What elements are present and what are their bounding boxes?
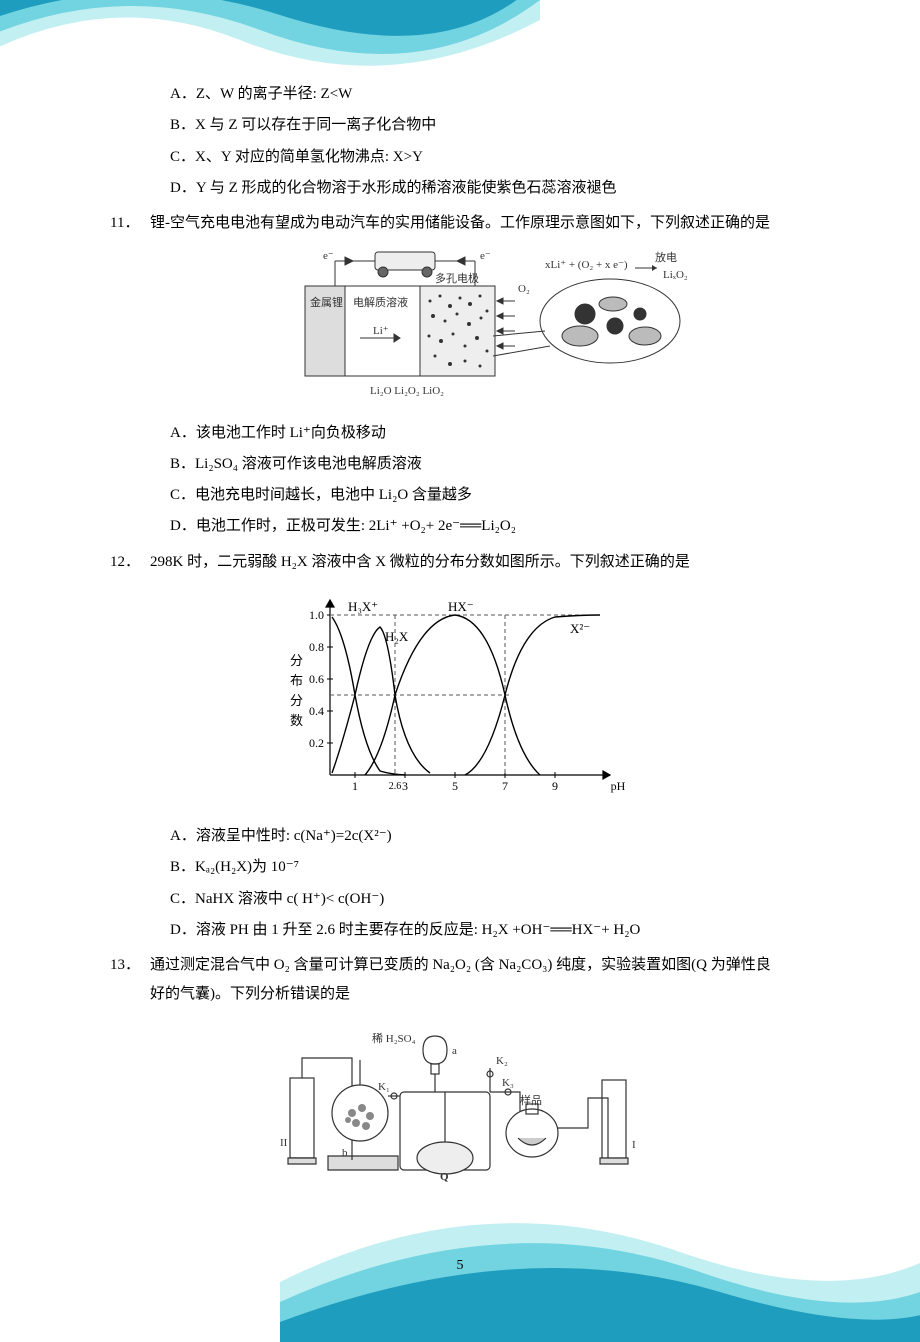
svg-text:0.2: 0.2	[309, 736, 324, 750]
q13-b: b	[342, 1147, 348, 1159]
q11-option-d: D．电池工作时，正极可发生: 2Li⁺ +O₂+ 2e⁻══Li₂O₂	[110, 512, 810, 541]
q10-option-a: A．Z、W 的离子半径: Z<W	[110, 80, 810, 109]
svg-text:3: 3	[402, 779, 408, 793]
q11-product: LiₓO₂	[663, 269, 688, 281]
q13-stem-b: 好的气囊)。下列分析错误的是	[150, 986, 350, 1002]
q12-lbl-h2x: H₂X	[385, 629, 409, 644]
q11: 11． 锂-空气充电电池有望成为电动汽车的实用储能设备。工作原理示意图如下，下列…	[110, 209, 810, 238]
q11-e-left: e⁻	[323, 250, 334, 262]
svg-text:1: 1	[352, 779, 358, 793]
q13-acid: 稀 H₂SO₄	[372, 1032, 416, 1045]
q11-rxn: xLi⁺ + (O₂ + x e⁻)	[545, 259, 628, 271]
q10-option-d: D．Y 与 Z 形成的化合物溶于水形成的稀溶液能使紫色石蕊溶液褪色	[110, 174, 810, 203]
q11-liplus: Li⁺	[373, 325, 389, 337]
q13-k1: K₁	[378, 1081, 390, 1093]
q12-option-c: C．NaHX 溶液中 c( H⁺)< c(OH⁻)	[110, 885, 810, 914]
q11-porous: 多孔电极	[435, 271, 479, 285]
q13-q: Q	[440, 1171, 449, 1183]
q11-option-a: A．该电池工作时 Li⁺向负极移动	[110, 419, 810, 448]
q12-ylabel-4: 数	[290, 713, 303, 728]
q11-figure: e⁻ e⁻ O₂ 金属锂 电解质溶液 Li⁺ 多孔电极 xLi⁺ + (O₂ +…	[110, 246, 810, 412]
q13-a: a	[452, 1045, 457, 1057]
svg-text:9: 9	[552, 779, 558, 793]
q11-number: 11．	[110, 209, 150, 238]
q13-i: I	[632, 1139, 636, 1151]
q13-number: 13．	[110, 951, 150, 1010]
q13-sample: 样品	[520, 1093, 542, 1107]
q12-ylabel-1: 分	[290, 653, 303, 668]
q10-option-c: C．X、Y 对应的简单氢化物沸点: X>Y	[110, 143, 810, 172]
q11-stem: 锂-空气充电电池有望成为电动汽车的实用储能设备。工作原理示意图如下，下列叙述正确…	[150, 209, 810, 238]
q11-bottom: Li₂O Li₂O₂ LiO₂	[370, 385, 444, 397]
page-number: 5	[0, 1258, 920, 1274]
svg-text:2.6: 2.6	[389, 781, 402, 792]
q12-option-d: D．溶液 PH 由 1 升至 2.6 时主要存在的反应是: H₂X +OH⁻══…	[110, 916, 810, 945]
svg-text:1.0: 1.0	[309, 608, 324, 622]
q12-figure: 0.2 0.4 0.6 0.8 1.0 1 2.6 3 5 7 9 pH 分 布…	[110, 585, 810, 816]
q12-option-a: A．溶液呈中性时: c(Na⁺)=2c(X²⁻)	[110, 822, 810, 851]
q11-metal: 金属锂	[310, 295, 343, 309]
q13-ii: II	[280, 1137, 288, 1149]
q10-option-b: B．X 与 Z 可以存在于同一离子化合物中	[110, 111, 810, 140]
q12-number: 12．	[110, 548, 150, 577]
q12: 12． 298K 时，二元弱酸 H₂X 溶液中含 X 微粒的分布分数如图所示。下…	[110, 548, 810, 577]
q11-o2: O₂	[518, 283, 530, 295]
q13: 13． 通过测定混合气中 O₂ 含量可计算已变质的 Na₂O₂ (含 Na₂CO…	[110, 951, 810, 1010]
svg-text:5: 5	[452, 779, 458, 793]
q13-k3: K₃	[502, 1077, 514, 1089]
svg-text:7: 7	[502, 779, 508, 793]
q12-lbl-hx: HX⁻	[448, 599, 474, 614]
q11-electrolyte: 电解质溶液	[353, 295, 408, 309]
q11-discharge: 放电	[655, 250, 677, 264]
q13-figure: 稀 H₂SO₄ a b K₁ K₂ K₃ 样品 Q I II	[110, 1018, 810, 1199]
q11-option-b: B．Li₂SO₄ 溶液可作该电池电解质溶液	[110, 450, 810, 479]
q11-option-c: C．电池充电时间越长，电池中 Li₂O 含量越多	[110, 481, 810, 510]
q12-ylabel-3: 分	[290, 693, 303, 708]
q12-lbl-x2: X²⁻	[570, 621, 590, 636]
q12-option-b: B．Kₐ₂(H₂X)为 10⁻⁷	[110, 853, 810, 882]
q12-ylabel-2: 布	[290, 673, 303, 688]
q11-e-right: e⁻	[480, 250, 491, 262]
q13-k2: K₂	[496, 1055, 508, 1067]
q12-stem: 298K 时，二元弱酸 H₂X 溶液中含 X 微粒的分布分数如图所示。下列叙述正…	[150, 548, 810, 577]
q12-lbl-h3x: H₃X⁺	[348, 599, 378, 614]
svg-text:0.8: 0.8	[309, 640, 324, 654]
page-content: A．Z、W 的离子半径: Z<W B．X 与 Z 可以存在于同一离子化合物中 C…	[0, 0, 920, 1245]
q13-stem-a: 通过测定混合气中 O₂ 含量可计算已变质的 Na₂O₂ (含 Na₂CO₃) 纯…	[150, 957, 771, 973]
svg-text:0.4: 0.4	[309, 704, 324, 718]
q12-xlabel: pH	[611, 779, 626, 793]
svg-text:0.6: 0.6	[309, 672, 324, 686]
